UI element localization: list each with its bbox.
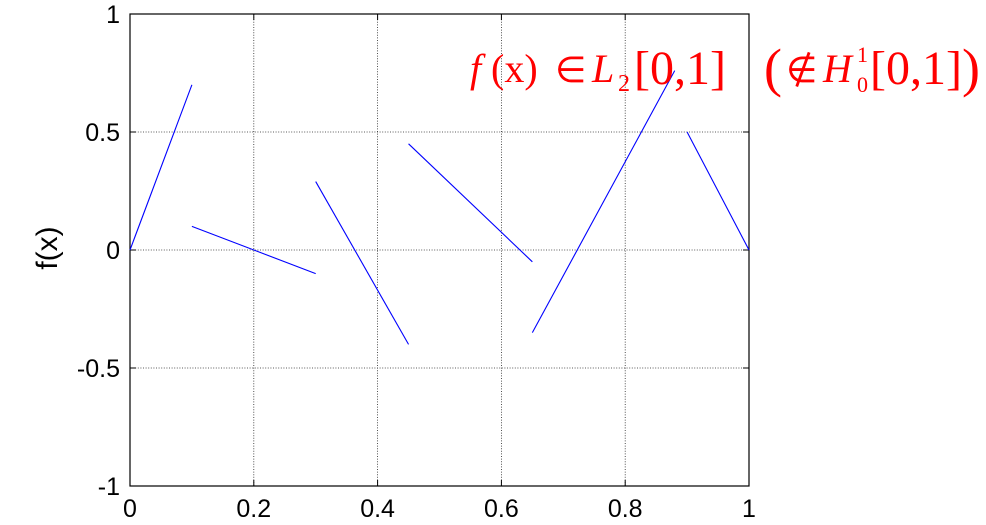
x-tick-label: 0.2	[236, 495, 271, 523]
line-segment	[129, 84, 193, 251]
line-segment	[408, 143, 533, 263]
y-tick-label: 0.5	[85, 119, 120, 147]
annotation-interval-1: [0,1]	[634, 42, 726, 95]
annotation-open-paren: (	[764, 38, 782, 98]
annotation-H: H	[822, 46, 854, 91]
annotation-H-subscript: 0	[857, 72, 868, 97]
x-tick-labels: 0 0.2 0.4 0.6 0.8 1	[123, 495, 756, 523]
annotation-interval-2: [0,1]	[870, 42, 962, 95]
annotation-close-paren: )	[962, 38, 980, 98]
y-tick-label: -0.5	[77, 355, 120, 383]
annotation-element-of: ∈	[555, 50, 586, 90]
line-segment	[531, 70, 676, 333]
x-tick-label: 0.8	[608, 495, 643, 523]
y-axis-label: f(x)	[31, 226, 64, 269]
annotation-L-subscript: 2	[618, 71, 630, 97]
x-tick-label: 1	[742, 495, 756, 523]
x-tick-label: 0	[123, 495, 137, 523]
line-segment	[191, 225, 316, 275]
y-tick-label: -1	[98, 473, 120, 501]
annotation-L: L	[591, 46, 614, 91]
tick-marks	[129, 13, 750, 487]
x-tick-label: 0.4	[360, 495, 395, 523]
series-f-of-x	[129, 70, 750, 345]
line-segment	[315, 181, 410, 345]
y-tick-labels: -1 -0.5 0 0.5 1	[77, 1, 120, 501]
annotation-formula: f (x) ∈ L 2 [0,1] ( ∉ H 1 0 [0,1] )	[470, 38, 980, 98]
y-tick-label: 0	[106, 237, 120, 265]
line-segment	[686, 131, 750, 251]
y-tick-label: 1	[106, 1, 120, 29]
grid	[130, 14, 749, 486]
annotation-not-element-of: ∉	[786, 50, 817, 90]
annotation-paren-x: (x)	[491, 46, 538, 91]
x-tick-label: 0.6	[484, 495, 519, 523]
annotation-H-superscript: 1	[857, 42, 868, 67]
